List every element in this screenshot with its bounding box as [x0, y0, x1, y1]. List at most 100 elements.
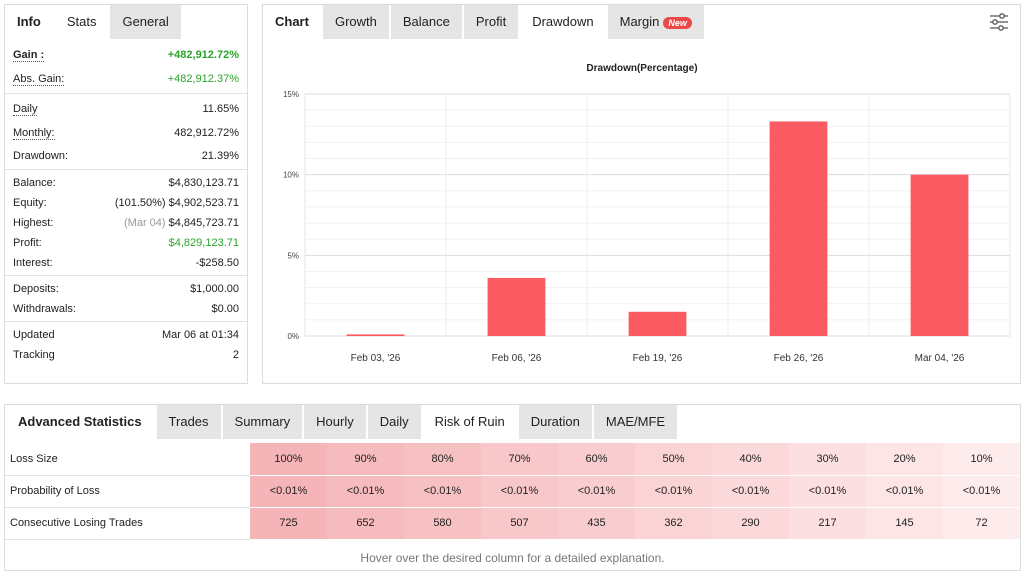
account-section: Balance: $4,830,123.71 Equity: (101.50%) $…: [5, 169, 247, 275]
y-tick-label: 10%: [283, 171, 299, 180]
tab-summary[interactable]: Summary: [222, 405, 303, 439]
gain-section: Gain : +482,912.72% Abs. Gain: +482,912.37…: [5, 39, 247, 93]
bar[interactable]: [487, 277, 546, 336]
tab-general[interactable]: General: [110, 5, 181, 39]
bar[interactable]: [628, 311, 687, 336]
chart-title: Drawdown(Percentage): [586, 63, 697, 74]
plot-area: [304, 93, 1011, 337]
interest-value: -$258.50: [195, 257, 239, 269]
equity-amount: $4,902,523.71: [168, 197, 239, 209]
table-cell[interactable]: 145: [866, 507, 943, 540]
gain-label[interactable]: Gain :: [13, 48, 45, 62]
table-cell[interactable]: <0.01%: [327, 475, 404, 508]
y-tick-label: 0%: [287, 332, 299, 341]
row-label: Consecutive Losing Trades: [5, 507, 250, 540]
table-cell[interactable]: 60%: [558, 443, 635, 476]
table-cell[interactable]: 30%: [789, 443, 866, 476]
table-cell[interactable]: <0.01%: [789, 475, 866, 508]
table-cell[interactable]: <0.01%: [635, 475, 712, 508]
y-tick-label: 5%: [287, 251, 299, 260]
table-cell[interactable]: 70%: [481, 443, 558, 476]
monthly-label[interactable]: Monthly:: [13, 126, 55, 140]
x-tick-label: Feb 03, '26: [351, 353, 401, 364]
table-row: Probability of Loss <0.01% <0.01% <0.01% <0.…: [5, 475, 1020, 508]
table-cell[interactable]: 580: [404, 507, 481, 540]
table-cell[interactable]: 72: [943, 507, 1020, 540]
bar[interactable]: [910, 174, 969, 336]
table-cell[interactable]: 725: [250, 507, 327, 540]
table-cell[interactable]: 90%: [327, 443, 404, 476]
sliders-icon[interactable]: [988, 13, 1010, 31]
table-cell[interactable]: 652: [327, 507, 404, 540]
tab-daily[interactable]: Daily: [367, 405, 421, 439]
table-row: Loss Size 100% 90% 80% 70% 60% 50% 40% 30% 20% 10%: [5, 443, 1020, 476]
risk-of-ruin-table: Loss Size 100% 90% 80% 70% 60% 50% 40% 30% 20% 10%…: [5, 443, 1020, 540]
tab-duration[interactable]: Duration: [518, 405, 592, 439]
table-cell[interactable]: 10%: [943, 443, 1020, 476]
deposits-value: $1,000.00: [190, 283, 239, 295]
table-cell[interactable]: <0.01%: [481, 475, 558, 508]
tab-stats[interactable]: Stats: [54, 5, 109, 39]
tab-info[interactable]: Info: [5, 5, 53, 39]
y-tick-label: 15%: [283, 90, 299, 99]
hover-hint: Hover over the desired column for a deta…: [360, 551, 665, 565]
table-row: Consecutive Losing Trades 725 652 580 507 435…: [5, 507, 1020, 540]
table-cell[interactable]: 50%: [635, 443, 712, 476]
table-cell[interactable]: <0.01%: [250, 475, 327, 508]
abs-gain-value: +482,912.37%: [167, 73, 239, 85]
tab-margin[interactable]: Margin New: [607, 5, 704, 39]
tab-mae-mfe[interactable]: MAE/MFE: [593, 405, 678, 439]
table-cell[interactable]: 100%: [250, 443, 327, 476]
table-cell[interactable]: <0.01%: [404, 475, 481, 508]
table-cell[interactable]: 435: [558, 507, 635, 540]
tab-hourly[interactable]: Hourly: [304, 405, 366, 439]
withdrawals-value: $0.00: [211, 303, 239, 315]
table-cell[interactable]: 507: [481, 507, 558, 540]
table-cell[interactable]: <0.01%: [866, 475, 943, 508]
balance-label: Balance:: [13, 177, 56, 189]
x-tick-label: Feb 26, '26: [774, 353, 824, 364]
table-cell[interactable]: <0.01%: [712, 475, 789, 508]
x-tick-label: Mar 04, '26: [915, 353, 965, 364]
interest-label: Interest:: [13, 257, 53, 269]
tab-trades[interactable]: Trades: [156, 405, 221, 439]
bar[interactable]: [346, 334, 405, 336]
withdrawals-label: Withdrawals:: [13, 303, 76, 315]
rate-section: Daily 11.65% Monthly: 482,912.72% Drawdown…: [5, 93, 247, 169]
tab-drawdown[interactable]: Drawdown: [520, 5, 606, 39]
bar[interactable]: [769, 121, 828, 336]
stats-panel: Info Stats General Gain : +482,912.72% Ab…: [4, 4, 248, 384]
daily-label[interactable]: Daily: [13, 102, 38, 116]
balance-value: $4,830,123.71: [168, 177, 239, 189]
abs-gain-label[interactable]: Abs. Gain:: [13, 72, 65, 86]
table-cell[interactable]: 80%: [404, 443, 481, 476]
highest-label: Highest:: [13, 217, 54, 229]
table-cell[interactable]: 217: [789, 507, 866, 540]
equity-percent: (101.50%): [114, 197, 166, 209]
tab-profit[interactable]: Profit: [463, 5, 519, 39]
tab-growth[interactable]: Growth: [322, 5, 389, 39]
drawdown-value: 21.39%: [201, 150, 239, 162]
row-label: Loss Size: [5, 443, 250, 476]
table-cell[interactable]: <0.01%: [943, 475, 1020, 508]
tab-margin-label: Margin: [619, 14, 660, 29]
new-badge: New: [663, 16, 692, 29]
tracking-label: Tracking: [13, 349, 55, 361]
equity-value: (101.50%) $4,902,523.71: [115, 197, 239, 209]
table-cell[interactable]: 362: [635, 507, 712, 540]
tab-balance[interactable]: Balance: [390, 5, 462, 39]
tab-risk-of-ruin[interactable]: Risk of Ruin: [422, 405, 517, 439]
tab-chart[interactable]: Chart: [263, 5, 321, 39]
table-cell[interactable]: <0.01%: [558, 475, 635, 508]
advanced-tabs: Advanced Statistics Trades Summary Hourl…: [5, 405, 1020, 439]
drawdown-chart: Drawdown(Percentage) 0% 5% 10% 15% Feb 03, '…: [283, 63, 1011, 364]
drawdown-label: Drawdown:: [13, 150, 69, 162]
deposits-section: Deposits: $1,000.00 Withdrawals: $0.00: [5, 275, 247, 321]
table-cell[interactable]: 290: [712, 507, 789, 540]
tab-advanced-statistics[interactable]: Advanced Statistics: [5, 405, 155, 439]
table-cell[interactable]: 20%: [866, 443, 943, 476]
profit-value: $4,829,123.71: [168, 237, 239, 249]
chart-panel: Chart Growth Balance Profit Drawdown Mar…: [262, 4, 1021, 384]
info-tabs: Info Stats General: [5, 5, 247, 39]
table-cell[interactable]: 40%: [712, 443, 789, 476]
